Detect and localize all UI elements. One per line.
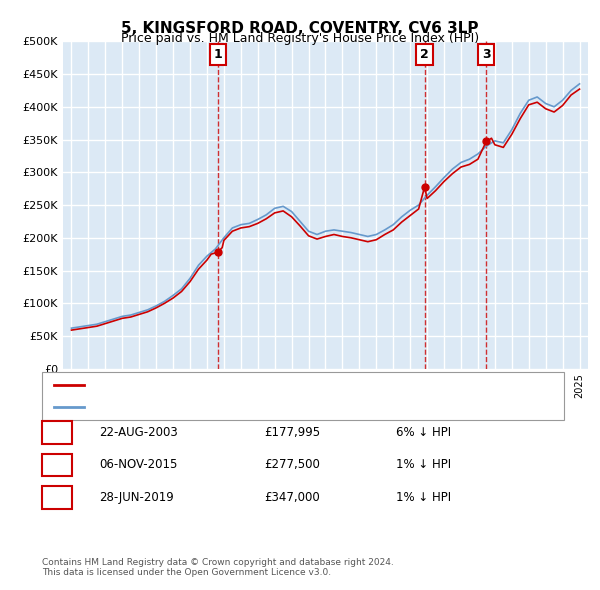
- Text: £177,995: £177,995: [264, 426, 320, 439]
- Text: 5, KINGSFORD ROAD, COVENTRY, CV6 3LP: 5, KINGSFORD ROAD, COVENTRY, CV6 3LP: [121, 21, 479, 35]
- Text: 2: 2: [420, 48, 429, 61]
- Text: 5, KINGSFORD ROAD, COVENTRY, CV6 3LP (detached house): 5, KINGSFORD ROAD, COVENTRY, CV6 3LP (de…: [87, 380, 403, 390]
- Text: 28-JUN-2019: 28-JUN-2019: [99, 491, 174, 504]
- Text: 3: 3: [482, 48, 491, 61]
- Text: Contains HM Land Registry data © Crown copyright and database right 2024.
This d: Contains HM Land Registry data © Crown c…: [42, 558, 394, 577]
- Text: 22-AUG-2003: 22-AUG-2003: [99, 426, 178, 439]
- Text: HPI: Average price, detached house, Coventry: HPI: Average price, detached house, Cove…: [87, 402, 328, 412]
- Text: 1: 1: [214, 48, 222, 61]
- Text: 2: 2: [53, 458, 61, 471]
- Text: 3: 3: [53, 491, 61, 504]
- Text: 06-NOV-2015: 06-NOV-2015: [99, 458, 178, 471]
- Text: 1% ↓ HPI: 1% ↓ HPI: [396, 458, 451, 471]
- Text: 1% ↓ HPI: 1% ↓ HPI: [396, 491, 451, 504]
- Text: £277,500: £277,500: [264, 458, 320, 471]
- Text: 1: 1: [53, 426, 61, 439]
- Text: 6% ↓ HPI: 6% ↓ HPI: [396, 426, 451, 439]
- Text: Price paid vs. HM Land Registry's House Price Index (HPI): Price paid vs. HM Land Registry's House …: [121, 32, 479, 45]
- Text: £347,000: £347,000: [264, 491, 320, 504]
